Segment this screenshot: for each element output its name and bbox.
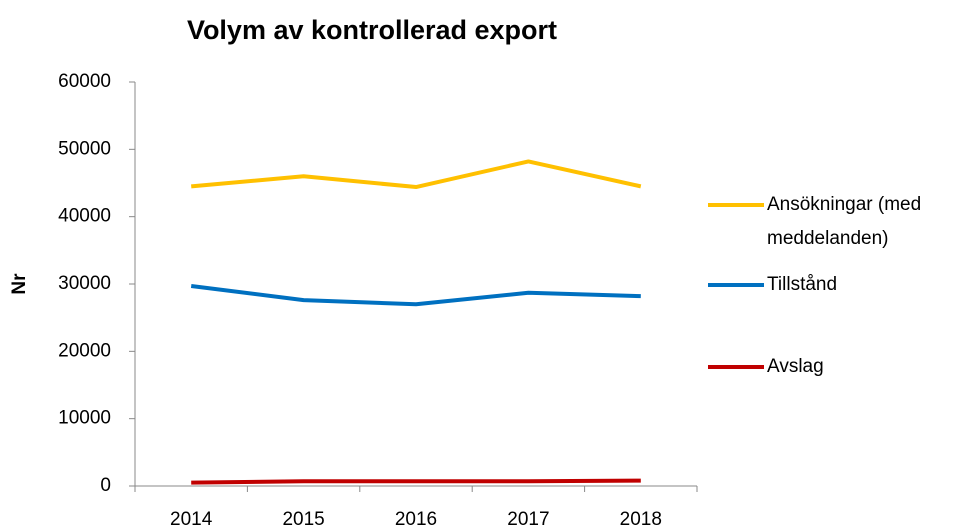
x-tick-label: 2017 xyxy=(507,509,549,530)
x-tick-label: 2018 xyxy=(620,509,662,530)
series-line xyxy=(190,284,641,307)
y-tick-label: 10000 xyxy=(58,408,111,429)
x-tick-label: 2016 xyxy=(395,509,437,530)
legend-label: Avslag xyxy=(767,356,824,377)
y-tick-label: 30000 xyxy=(58,273,111,294)
x-tick-label: 2015 xyxy=(282,509,324,530)
legend-label: Ansökningar (med meddelanden) xyxy=(767,194,922,249)
y-axis-label: Nr xyxy=(9,273,30,295)
legend-label: Tillstånd xyxy=(767,274,838,295)
y-tick-label: 60000 xyxy=(58,71,111,92)
series-line xyxy=(191,159,642,190)
y-tick-label: 50000 xyxy=(58,138,111,159)
x-tick-label: 2014 xyxy=(170,509,213,530)
series-line xyxy=(191,478,641,485)
y-tick-label: 40000 xyxy=(58,206,111,227)
y-tick-label: 20000 xyxy=(58,340,111,361)
y-tick-label: 0 xyxy=(100,475,111,496)
chart-title: Volym av kontrollerad export xyxy=(187,15,557,45)
